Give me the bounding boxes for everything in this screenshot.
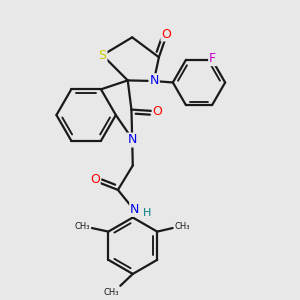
Text: N: N — [128, 134, 137, 146]
Text: CH₃: CH₃ — [75, 222, 90, 231]
Text: N: N — [130, 203, 140, 216]
Text: H: H — [143, 208, 152, 218]
Text: O: O — [90, 173, 100, 186]
Text: S: S — [98, 49, 106, 62]
Text: N: N — [149, 74, 159, 87]
Text: O: O — [161, 28, 171, 40]
Text: CH₃: CH₃ — [103, 288, 119, 297]
Text: F: F — [209, 52, 216, 65]
Text: O: O — [153, 105, 163, 118]
Text: CH₃: CH₃ — [174, 222, 190, 231]
